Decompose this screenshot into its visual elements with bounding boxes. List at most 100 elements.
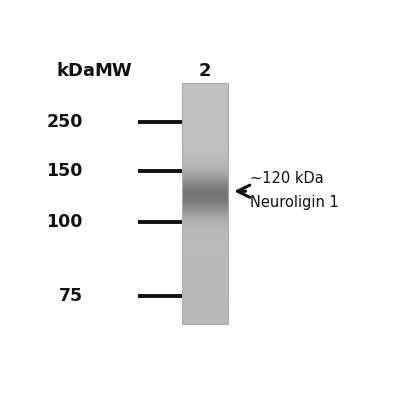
Bar — [182, 289, 228, 290]
Bar — [182, 278, 228, 279]
Bar — [182, 206, 228, 207]
Bar — [182, 296, 228, 297]
Bar — [182, 105, 228, 106]
Bar — [182, 125, 228, 126]
Bar — [182, 203, 228, 204]
Bar — [182, 166, 228, 167]
Bar — [182, 194, 228, 195]
Bar — [182, 234, 228, 236]
Text: 100: 100 — [46, 213, 82, 231]
Bar — [182, 252, 228, 253]
Text: 150: 150 — [46, 162, 82, 180]
Bar — [182, 102, 228, 103]
Bar — [182, 282, 228, 283]
Bar — [182, 182, 228, 184]
Bar — [182, 240, 228, 241]
Bar — [182, 262, 228, 263]
Bar — [182, 305, 228, 306]
Bar — [182, 249, 228, 250]
Bar — [182, 273, 228, 274]
Bar — [182, 258, 228, 260]
Bar — [182, 304, 228, 305]
Bar — [182, 96, 228, 97]
Bar — [182, 134, 228, 136]
Bar — [182, 134, 228, 135]
Text: 250: 250 — [46, 113, 82, 131]
Bar — [182, 126, 228, 128]
Bar — [182, 199, 228, 200]
Bar — [182, 288, 228, 289]
Bar — [182, 186, 228, 187]
Bar — [182, 144, 228, 145]
Bar — [182, 207, 228, 208]
Bar — [182, 236, 228, 237]
Bar — [182, 292, 228, 293]
Bar — [182, 237, 228, 238]
Bar — [182, 316, 228, 317]
Bar — [182, 278, 228, 280]
Bar — [182, 136, 228, 137]
Bar — [182, 279, 228, 280]
Bar — [182, 143, 228, 144]
Bar — [182, 307, 228, 308]
Bar — [182, 157, 228, 158]
Bar — [182, 142, 228, 143]
Bar — [182, 151, 228, 152]
Bar — [182, 119, 228, 120]
Bar — [182, 213, 228, 214]
Bar — [182, 225, 228, 226]
Bar — [182, 177, 228, 178]
Text: ~120 kDa: ~120 kDa — [250, 171, 324, 186]
Bar — [182, 163, 228, 164]
Bar — [182, 173, 228, 174]
Bar — [182, 219, 228, 220]
Bar — [182, 150, 228, 151]
Bar — [182, 122, 228, 124]
Bar — [182, 232, 228, 233]
Bar — [182, 308, 228, 309]
Bar — [182, 108, 228, 109]
Bar — [182, 110, 228, 112]
Bar — [182, 90, 228, 91]
Bar — [182, 284, 228, 285]
Bar — [182, 98, 228, 100]
Bar — [182, 186, 228, 188]
Bar — [182, 214, 228, 216]
Bar — [182, 309, 228, 310]
Bar — [182, 293, 228, 294]
Bar — [182, 294, 228, 295]
Bar — [182, 223, 228, 224]
Bar — [182, 102, 228, 104]
Text: Neuroligin 1: Neuroligin 1 — [250, 195, 339, 210]
Bar — [182, 266, 228, 268]
Bar — [182, 238, 228, 239]
Bar — [182, 214, 228, 215]
Bar — [182, 267, 228, 268]
Bar — [182, 99, 228, 100]
Bar — [182, 224, 228, 225]
Bar — [182, 253, 228, 254]
Bar — [182, 297, 228, 298]
Bar — [182, 180, 228, 181]
Bar — [182, 313, 228, 314]
Bar — [182, 176, 228, 177]
Bar — [182, 295, 228, 296]
Bar — [182, 238, 228, 240]
Bar — [182, 310, 228, 312]
Bar — [182, 142, 228, 144]
Bar — [182, 89, 228, 90]
Bar — [182, 205, 228, 206]
Bar — [182, 185, 228, 186]
Bar — [182, 303, 228, 304]
Bar — [182, 94, 228, 96]
Bar — [182, 129, 228, 130]
Bar — [182, 141, 228, 142]
Bar — [182, 170, 228, 172]
Bar — [182, 299, 228, 300]
Bar — [182, 152, 228, 153]
Bar — [182, 190, 228, 192]
Bar — [182, 311, 228, 312]
Bar — [182, 298, 228, 299]
Bar — [182, 229, 228, 230]
Bar — [182, 201, 228, 202]
